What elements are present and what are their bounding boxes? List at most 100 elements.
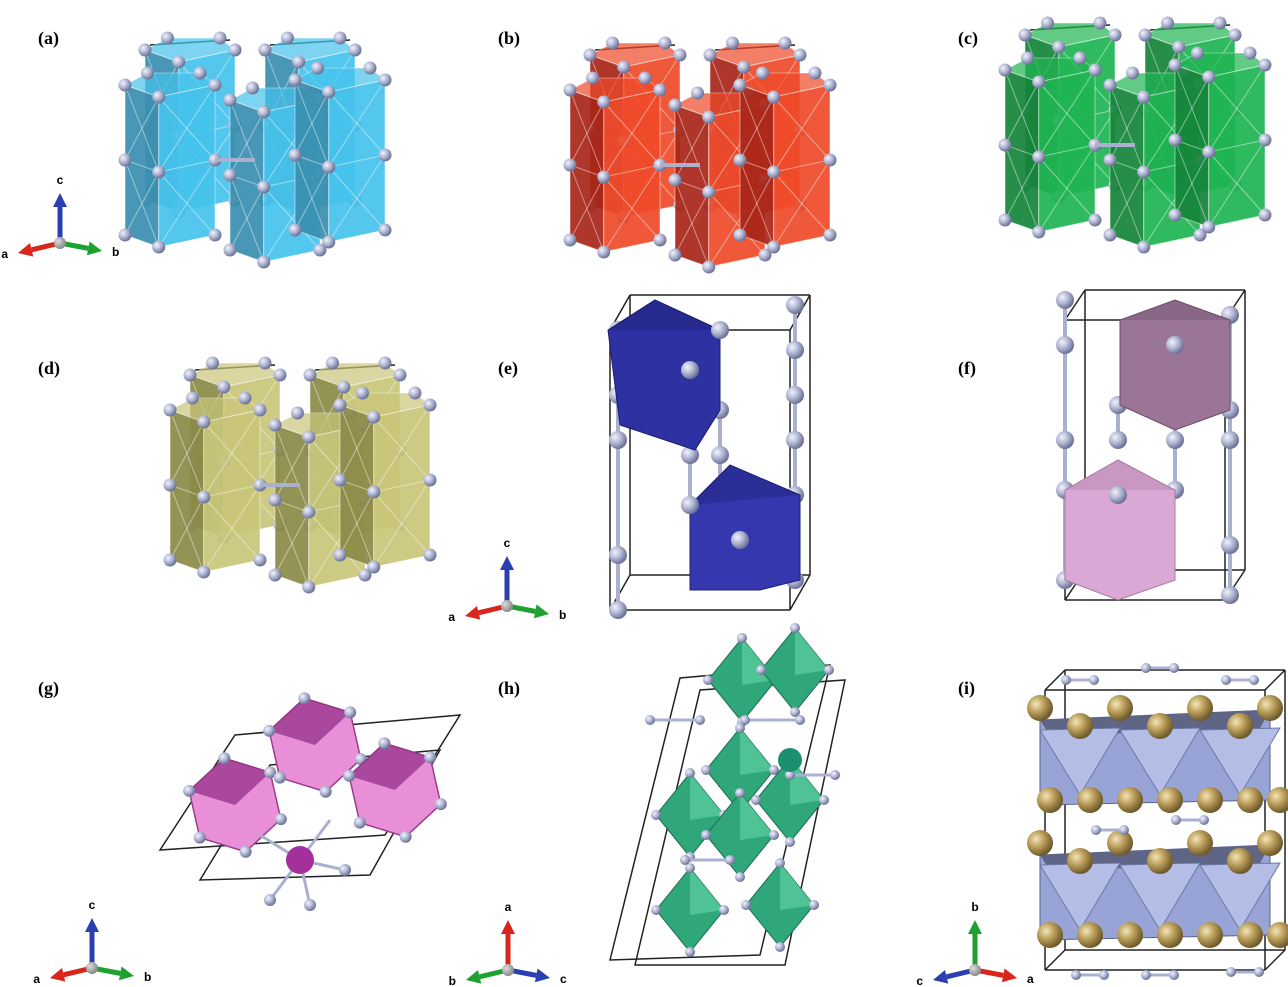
atom (1202, 145, 1216, 159)
polyhedron-edge (158, 96, 216, 161)
atom (172, 55, 186, 69)
atom (1147, 848, 1173, 874)
polyhedron-edge (308, 511, 366, 576)
axis-label: a (448, 610, 455, 624)
axis-label: b (559, 608, 566, 622)
axis-arrowhead (50, 967, 66, 982)
axis-origin (502, 964, 514, 976)
axis-arrowhead (534, 968, 550, 983)
cell-outline (634, 679, 846, 966)
atom (274, 813, 287, 826)
atom (1254, 967, 1264, 977)
atom (353, 816, 366, 829)
atom (1161, 16, 1174, 30)
atom (1221, 431, 1239, 449)
atom (378, 737, 391, 750)
atom (253, 403, 267, 417)
atom (638, 71, 652, 85)
atom (264, 894, 276, 906)
atom (1166, 431, 1184, 449)
atom (223, 243, 237, 257)
atom (737, 60, 751, 74)
atom (819, 795, 829, 805)
atom (1107, 695, 1133, 721)
polyhedron-edge (339, 491, 375, 556)
polyhedron-edge (373, 491, 431, 556)
axis-label: b (971, 900, 978, 914)
atom (434, 798, 447, 811)
atom (740, 715, 750, 725)
axis-label: c (916, 974, 923, 987)
atom (1213, 16, 1227, 30)
atom (1157, 922, 1183, 948)
atom (808, 66, 822, 80)
polyhedron-edge (708, 191, 766, 256)
atom (830, 770, 840, 780)
atom (1197, 922, 1223, 948)
atom (348, 43, 362, 57)
polyhedron-edge (373, 479, 431, 568)
atom (1021, 51, 1034, 65)
polyhedron-edge (1208, 64, 1266, 153)
atom (399, 830, 412, 843)
atom (767, 90, 781, 104)
atom (1221, 586, 1239, 604)
atom (208, 78, 222, 92)
polyhedron-face (690, 868, 724, 915)
atom (597, 95, 611, 109)
polyhedron-edge (1004, 144, 1040, 233)
polyhedron-edge (1004, 69, 1040, 158)
atom (1267, 922, 1288, 948)
polyhedron-edge (1174, 76, 1210, 141)
atom (367, 560, 381, 574)
atom (785, 837, 795, 847)
atom (1032, 75, 1046, 89)
atom (423, 398, 437, 412)
atom (668, 173, 682, 187)
polyhedron-edge (339, 416, 375, 481)
atom (298, 692, 311, 705)
polyhedron-edge (169, 409, 205, 498)
atom (1071, 970, 1081, 980)
atom (163, 553, 177, 567)
polyhedron-edge (229, 186, 265, 251)
atom (152, 165, 166, 179)
axis-label: a (1027, 972, 1034, 986)
axis-arrowhead (501, 920, 515, 934)
atom (367, 485, 381, 499)
atom (118, 228, 132, 242)
atom (775, 942, 785, 952)
atom (263, 724, 276, 737)
polyhedron-edge (773, 84, 831, 173)
panel-label: (d) (38, 358, 60, 379)
polyhedron-edge (274, 499, 310, 588)
atom (1267, 787, 1288, 813)
axis-label: c (57, 173, 64, 187)
atom (1258, 58, 1272, 72)
atom (319, 785, 332, 798)
atom (1257, 830, 1283, 856)
axis-arrowhead (533, 604, 549, 619)
polyhedron-edge (739, 84, 775, 173)
polyhedron-edge (158, 84, 216, 173)
polyhedron-edge (158, 159, 216, 173)
polyhedron-edge (1109, 96, 1145, 161)
atom (1093, 16, 1107, 30)
atom (273, 771, 286, 784)
polyhedron-edge (603, 164, 661, 178)
atom (733, 78, 747, 92)
polyhedron-edge (124, 171, 160, 236)
atom (1037, 787, 1063, 813)
atom (785, 770, 795, 780)
polyhedron-edge (203, 421, 261, 486)
atom (286, 846, 314, 874)
polyhedron-edge (1109, 84, 1145, 173)
atom (702, 260, 716, 274)
polyhedron-edge (229, 111, 265, 176)
polyhedron-edge (674, 191, 710, 256)
atom (668, 248, 682, 262)
polyhedron-edge (124, 159, 160, 248)
atom (681, 361, 699, 379)
atom (1137, 240, 1151, 254)
atom (681, 446, 699, 464)
